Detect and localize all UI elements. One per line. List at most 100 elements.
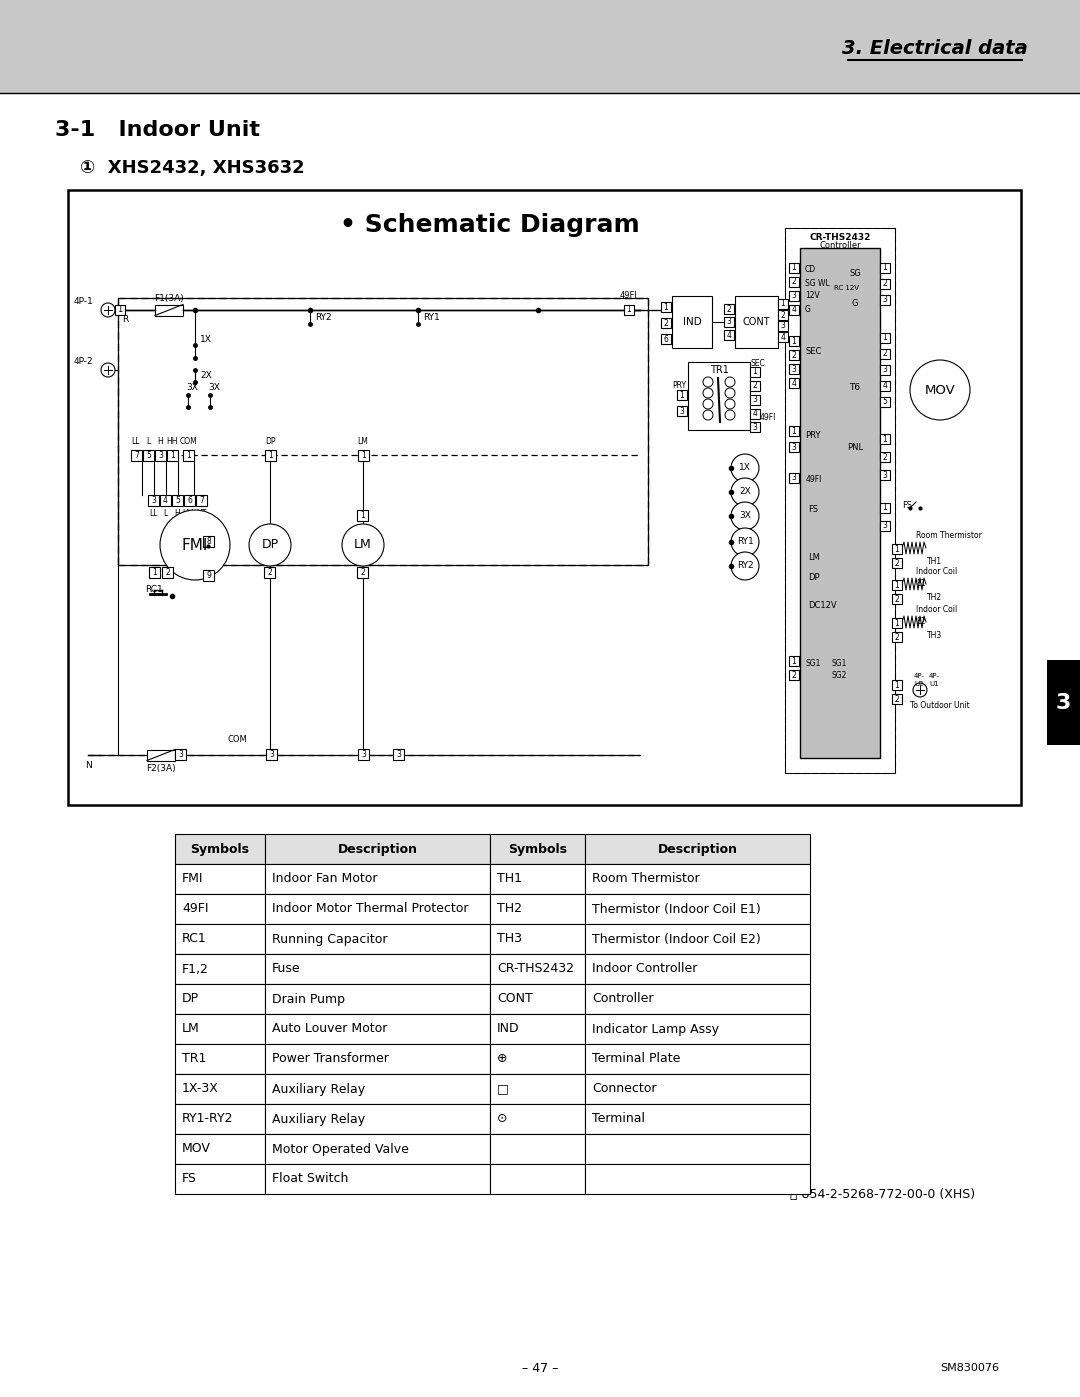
Text: 1: 1 <box>894 581 900 590</box>
Text: 1: 1 <box>882 334 888 342</box>
Text: 5: 5 <box>175 496 180 504</box>
Bar <box>880 469 890 481</box>
Text: RY1: RY1 <box>423 313 440 323</box>
Text: 2: 2 <box>894 633 900 641</box>
Text: – 47 –: – 47 – <box>522 1362 558 1375</box>
Text: 3: 3 <box>792 292 796 300</box>
Bar <box>880 365 890 374</box>
Text: IND: IND <box>683 317 701 327</box>
Bar <box>490 954 585 983</box>
Bar <box>357 749 369 760</box>
Text: 1: 1 <box>894 619 900 627</box>
Text: 3: 3 <box>269 750 274 759</box>
Text: R: R <box>122 316 129 324</box>
Text: 1: 1 <box>360 511 365 520</box>
Text: 1: 1 <box>152 569 157 577</box>
Text: L: L <box>163 509 167 517</box>
Bar <box>892 694 902 704</box>
Text: 3: 3 <box>396 750 401 759</box>
Text: TH3: TH3 <box>927 631 942 640</box>
Text: 4: 4 <box>792 379 796 387</box>
Bar <box>172 495 183 506</box>
Text: LL: LL <box>132 437 140 447</box>
Bar <box>724 305 734 314</box>
Text: 49FI: 49FI <box>760 412 777 422</box>
Text: SG2: SG2 <box>832 671 848 679</box>
Bar <box>156 450 166 461</box>
Text: DP: DP <box>808 574 820 583</box>
Bar <box>585 1164 810 1194</box>
Text: RY2: RY2 <box>737 562 754 570</box>
Text: Thermistor (Indoor Coil E2): Thermistor (Indoor Coil E2) <box>592 933 760 946</box>
Text: 1: 1 <box>792 264 796 272</box>
Text: FMI: FMI <box>183 873 203 886</box>
Text: 2: 2 <box>792 671 796 679</box>
Text: Room Thermistor: Room Thermistor <box>592 873 700 886</box>
Circle shape <box>731 552 759 580</box>
Text: SEC: SEC <box>805 346 822 355</box>
Text: RY2: RY2 <box>315 313 332 323</box>
Bar <box>393 749 404 760</box>
Bar <box>175 1104 265 1134</box>
Bar <box>167 450 178 461</box>
Bar <box>175 1074 265 1104</box>
Text: F1,2: F1,2 <box>183 963 208 975</box>
Text: 3-1   Indoor Unit: 3-1 Indoor Unit <box>55 120 260 140</box>
Bar <box>585 863 810 894</box>
Text: FS: FS <box>902 502 912 510</box>
Text: CONT: CONT <box>497 992 532 1006</box>
Bar <box>880 295 890 305</box>
Bar <box>490 1134 585 1164</box>
Bar <box>265 863 490 894</box>
Text: RY1: RY1 <box>737 538 754 546</box>
Text: RC 12V: RC 12V <box>835 285 860 291</box>
Bar <box>184 495 195 506</box>
Bar <box>490 1164 585 1194</box>
Text: FMI: FMI <box>181 538 208 552</box>
Text: 9: 9 <box>206 571 211 580</box>
Circle shape <box>703 388 713 398</box>
Text: H: H <box>157 437 163 447</box>
Bar <box>264 567 275 578</box>
Bar <box>265 1104 490 1134</box>
Text: E1: E1 <box>916 580 926 588</box>
Bar <box>265 450 276 461</box>
Text: SG WL: SG WL <box>805 278 829 288</box>
Text: 1: 1 <box>792 426 796 436</box>
Bar <box>114 305 125 314</box>
Text: LM: LM <box>183 1023 200 1035</box>
Text: FS: FS <box>808 506 818 514</box>
Text: G: G <box>852 299 859 307</box>
Bar <box>892 557 902 569</box>
Text: CR-THS2432: CR-THS2432 <box>809 232 870 242</box>
Bar <box>750 409 760 419</box>
Text: L: L <box>146 437 150 447</box>
Bar <box>800 249 880 759</box>
Text: PRY: PRY <box>805 432 821 440</box>
Text: 3X: 3X <box>739 511 751 521</box>
Text: 2: 2 <box>792 278 796 286</box>
Bar <box>118 298 648 564</box>
Bar <box>490 863 585 894</box>
Text: 1: 1 <box>792 337 796 345</box>
Text: COM: COM <box>179 437 197 447</box>
Bar <box>265 983 490 1014</box>
Text: Terminal Plate: Terminal Plate <box>592 1052 680 1066</box>
Text: Terminal: Terminal <box>592 1112 645 1126</box>
Text: 1: 1 <box>118 306 123 314</box>
Text: LM: LM <box>357 437 368 447</box>
Text: 4P-: 4P- <box>914 673 924 679</box>
Bar <box>203 570 214 581</box>
Text: 1: 1 <box>894 680 900 690</box>
Text: 2: 2 <box>792 351 796 359</box>
Text: MOV: MOV <box>183 1143 211 1155</box>
Bar <box>175 894 265 923</box>
Text: 4: 4 <box>882 381 888 391</box>
Bar <box>195 495 207 506</box>
Text: Indoor Coil: Indoor Coil <box>916 567 957 577</box>
Text: Thermistor (Indoor Coil E1): Thermistor (Indoor Coil E1) <box>592 902 760 915</box>
Bar <box>175 1164 265 1194</box>
Bar <box>724 317 734 327</box>
Bar <box>661 334 671 344</box>
Bar <box>661 302 671 312</box>
